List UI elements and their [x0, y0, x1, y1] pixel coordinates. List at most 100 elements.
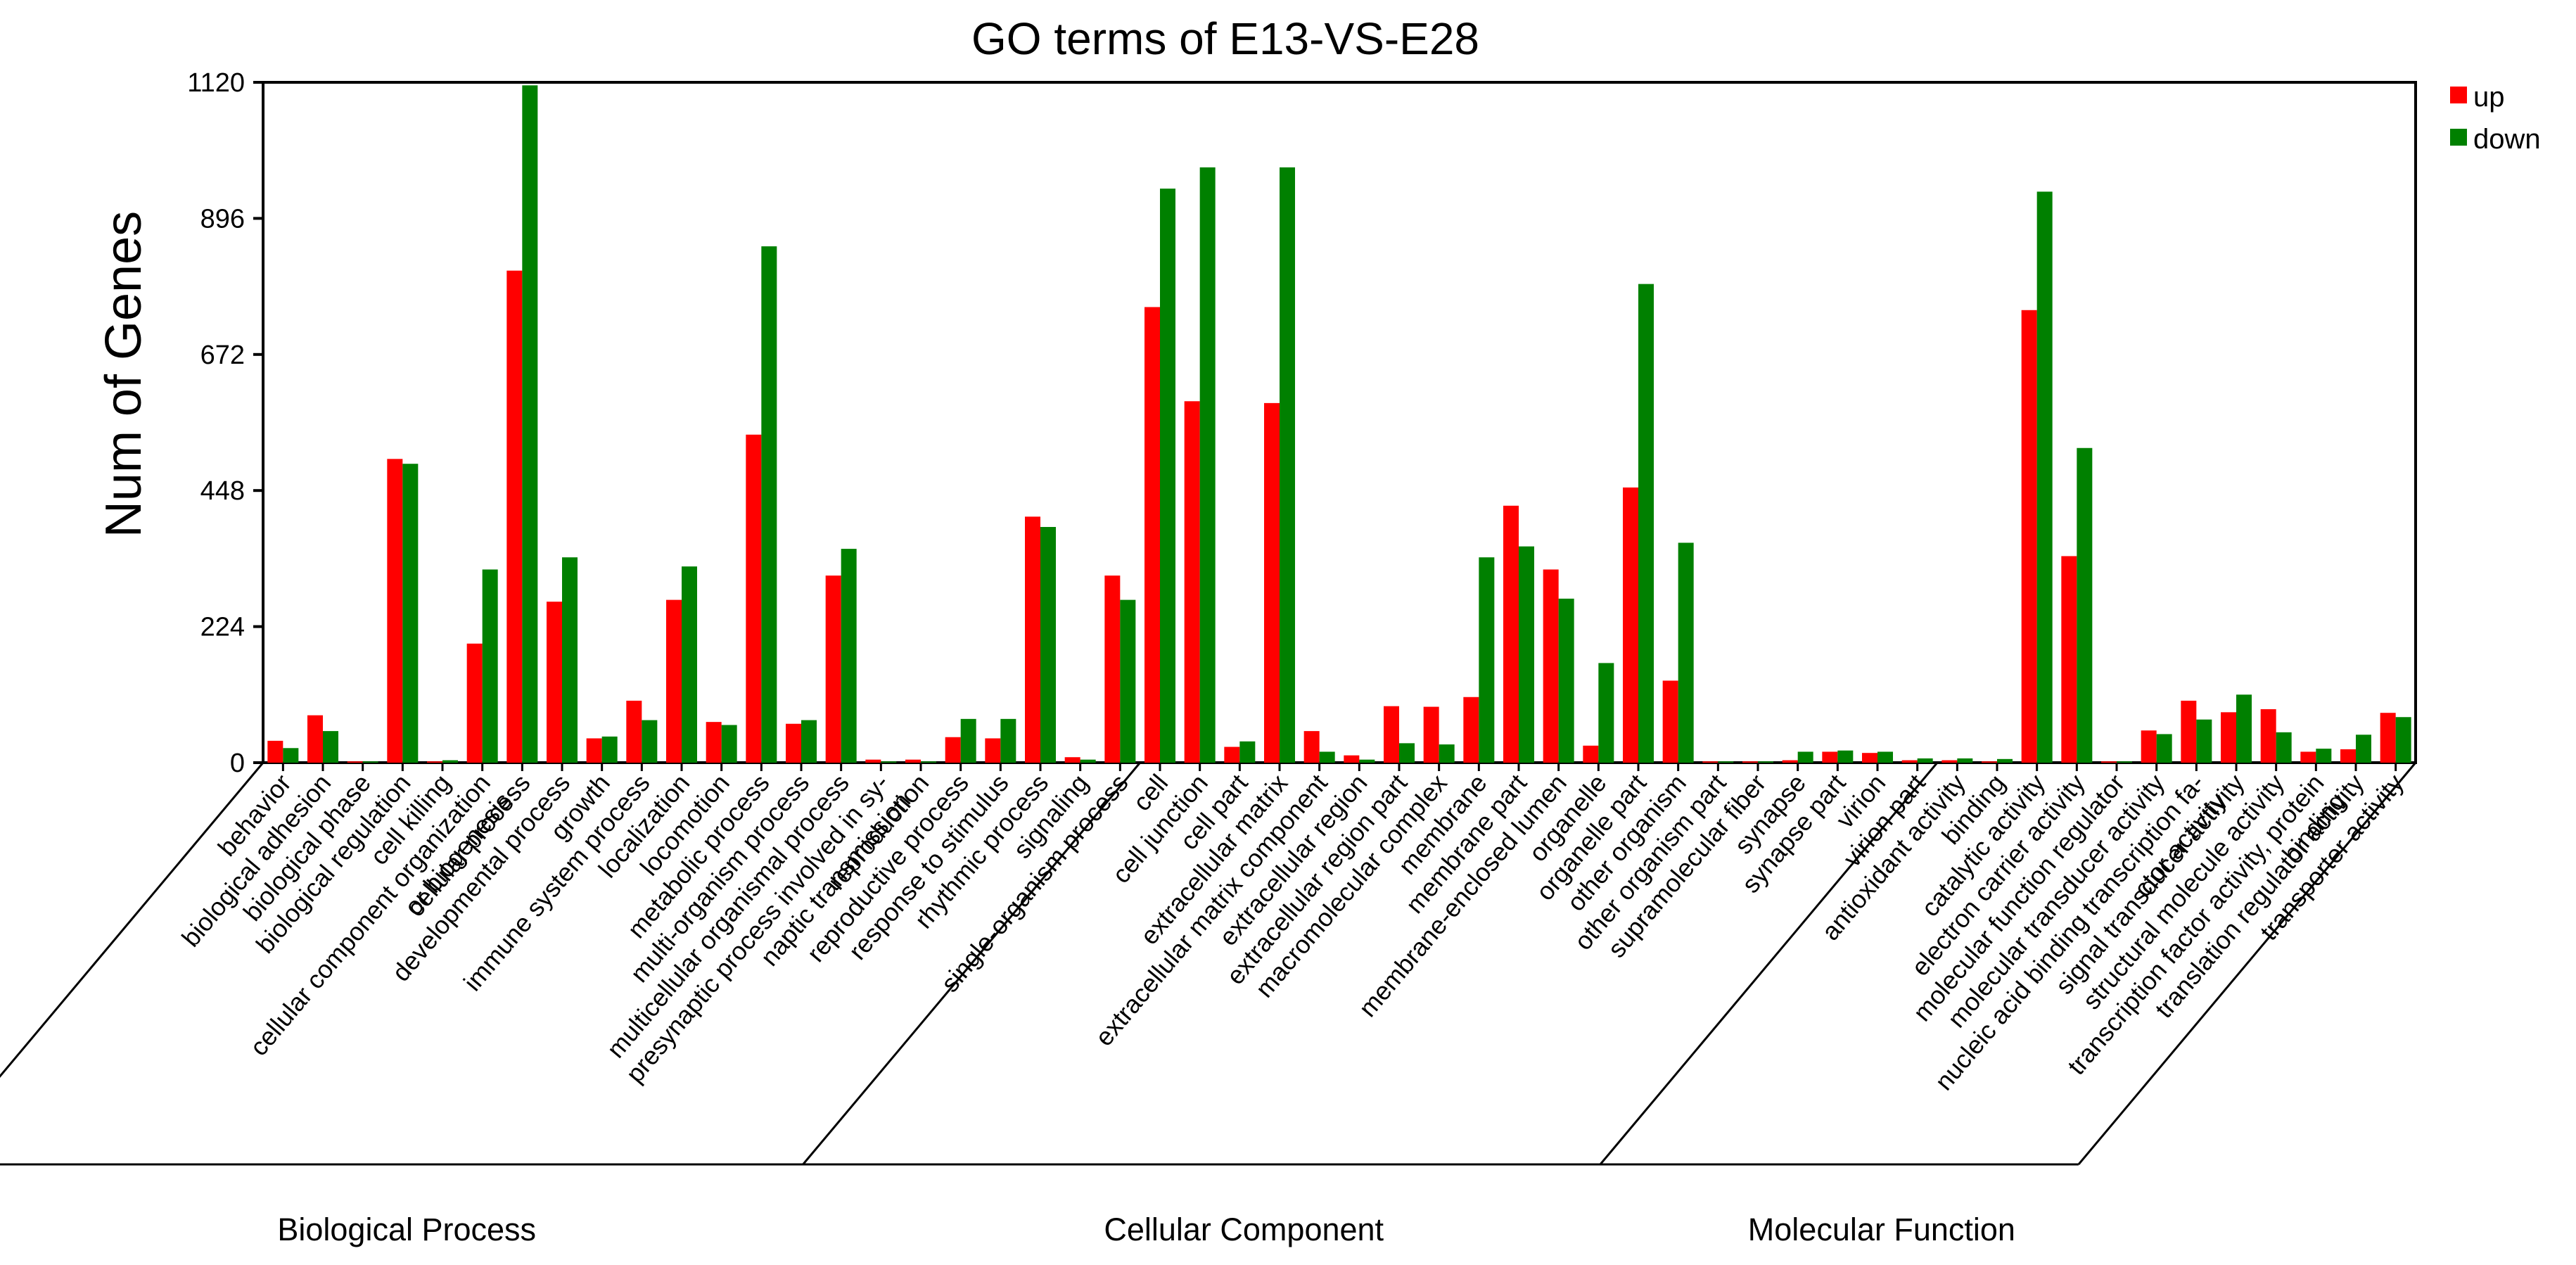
bar-up: [945, 737, 961, 763]
bar-down: [761, 246, 777, 763]
bar-up: [2181, 700, 2197, 763]
bar-down: [881, 761, 897, 763]
bar-up: [2101, 761, 2117, 763]
bar-up: [1064, 757, 1080, 763]
bar-up: [2021, 310, 2037, 763]
bar-down: [1877, 751, 1893, 763]
bar-down: [1000, 718, 1016, 763]
bar-up: [1104, 576, 1121, 763]
bar-down: [562, 557, 578, 763]
bar-up: [1144, 307, 1160, 763]
bar-down: [1160, 189, 1175, 763]
bar-up: [267, 740, 283, 763]
bar-up: [626, 700, 642, 763]
bar-up: [1543, 569, 1559, 763]
bar-up: [1583, 745, 1599, 763]
bar-up: [1264, 402, 1280, 763]
bar-down: [801, 720, 817, 763]
bar-up: [1662, 680, 1678, 763]
bar-up: [2141, 730, 2157, 763]
group-divider: [0, 762, 264, 1079]
bar-down: [1997, 758, 2013, 763]
bar-down: [1479, 557, 1495, 763]
group-label: Biological Process: [277, 1212, 536, 1247]
bar-down: [1080, 759, 1096, 763]
bar-up: [825, 576, 841, 763]
bar-down: [402, 464, 419, 763]
bar-down: [2395, 717, 2411, 763]
bar-down: [323, 731, 338, 763]
bar-down: [1718, 761, 1734, 763]
bar-up: [427, 761, 442, 763]
bar-up: [2221, 712, 2236, 763]
bar-up: [1862, 753, 1877, 763]
bar-down: [2276, 732, 2292, 763]
bar-down: [921, 761, 936, 763]
chart-title: GO terms of E13-VS-E28: [971, 13, 1479, 64]
group-divider: [2077, 762, 2417, 1165]
bar-down: [1120, 599, 1136, 763]
bar-down: [1040, 527, 1056, 763]
y-tick-label: 1120: [187, 68, 245, 98]
bar-up: [1224, 746, 1240, 763]
bar-down: [1239, 741, 1256, 763]
bar-down: [601, 736, 618, 763]
group-label: Cellular Component: [1104, 1212, 1384, 1247]
bar-up: [307, 715, 323, 763]
bar-up: [1303, 731, 1320, 763]
bar-up: [347, 761, 363, 763]
bar-down: [841, 549, 857, 763]
bar-up: [586, 738, 602, 763]
bar-down: [1837, 750, 1854, 763]
bar-up: [387, 459, 403, 763]
bars: [267, 85, 2411, 771]
bar-up: [2380, 713, 2396, 763]
bar-up: [2061, 556, 2077, 763]
y-tick-label: 224: [200, 613, 245, 642]
y-tick-label: 896: [200, 204, 245, 234]
bar-up: [1901, 760, 1918, 763]
bar-up: [1184, 401, 1200, 763]
bar-down: [482, 569, 498, 763]
bar-down: [362, 761, 378, 763]
bar-up: [1941, 760, 1958, 763]
bar-down: [642, 720, 658, 763]
axes: [262, 81, 2417, 764]
bar-down: [960, 718, 976, 763]
bar-up: [786, 723, 801, 763]
bar-up: [1344, 755, 1360, 763]
bar-down: [2236, 694, 2252, 763]
bar-up: [547, 602, 562, 763]
bar-up: [2340, 749, 2356, 763]
bar-down: [1678, 542, 1694, 763]
bar-up: [1782, 760, 1798, 763]
bar-up: [2300, 751, 2316, 763]
bar-up: [1463, 697, 1479, 763]
bar-up: [1822, 751, 1838, 763]
bar-down: [2196, 719, 2212, 763]
bar-up: [746, 434, 762, 763]
bar-down: [2156, 734, 2172, 763]
bar-up: [1623, 487, 1638, 763]
y-tick-label: 448: [200, 476, 245, 506]
bar-down: [2036, 191, 2053, 763]
bar-down: [1598, 663, 1614, 763]
legend: up down: [2450, 82, 2541, 155]
group-divider: [802, 762, 1141, 1165]
bar-down: [1957, 758, 1973, 763]
bar-down: [1399, 743, 1415, 763]
bar-up: [905, 759, 921, 763]
group-label: Molecular Function: [1748, 1212, 2015, 1247]
bar-down: [522, 85, 538, 763]
bar-up: [2260, 709, 2276, 763]
bar-down: [1359, 759, 1375, 763]
group-brackets: Biological Process Cellular Component Mole…: [0, 762, 2417, 1247]
y-axis-ticks: 0 224 448 672 896 1120: [187, 68, 263, 778]
plot-frame: [262, 81, 2417, 764]
bar-down: [2316, 749, 2332, 763]
bar-up: [985, 738, 1001, 763]
bar-down: [1519, 546, 1534, 763]
y-axis-label: Num of Genes: [96, 211, 152, 538]
bar-down: [682, 566, 697, 763]
